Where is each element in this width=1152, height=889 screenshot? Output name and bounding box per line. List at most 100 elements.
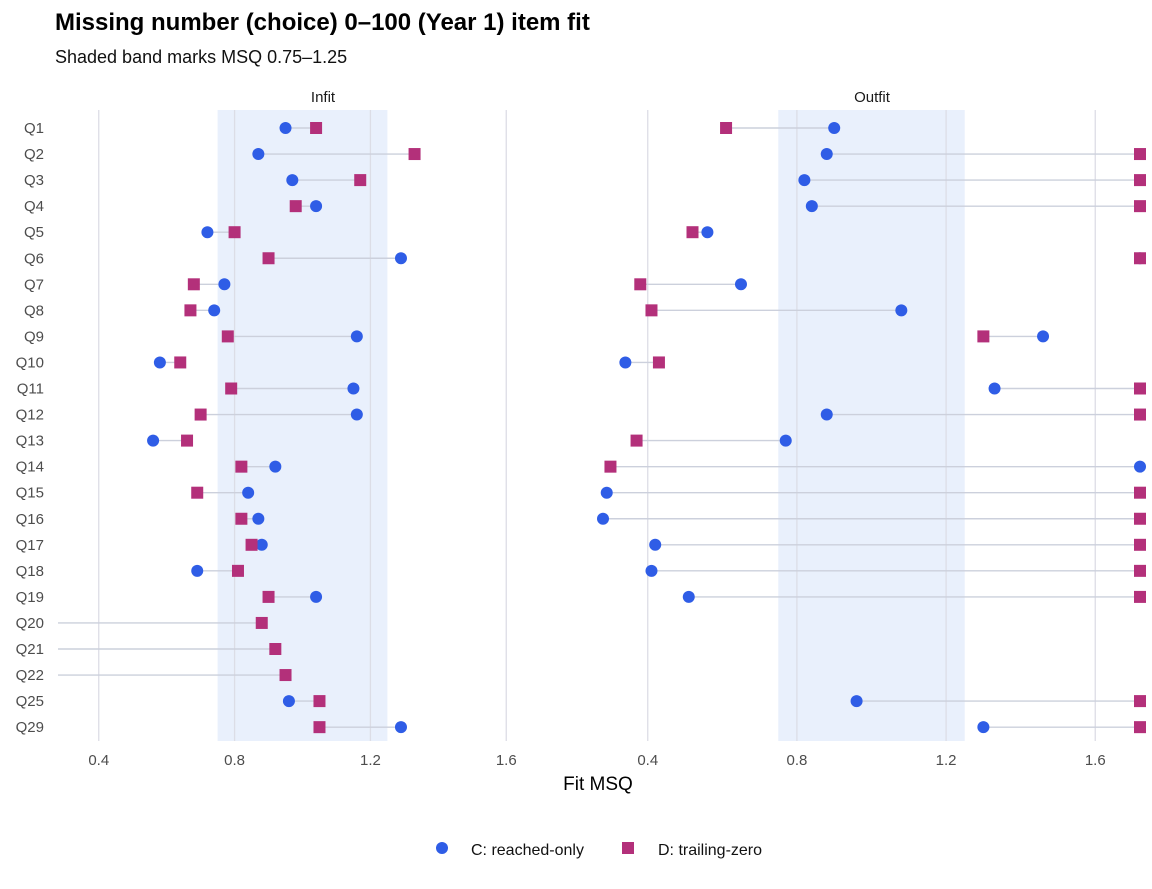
point-reached-only-q6 <box>394 252 407 265</box>
y-tick-label: Q9 <box>24 328 44 345</box>
point-trailing-zero-q11 <box>225 382 238 395</box>
fit-band-outfit <box>778 110 965 741</box>
y-tick-label: Q3 <box>24 172 44 189</box>
y-tick-label: Q8 <box>24 302 44 319</box>
point-trailing-zero-q1 <box>720 122 733 134</box>
x-axis-label: Fit MSQ <box>563 774 633 795</box>
point-reached-only-q17 <box>255 538 268 551</box>
point-trailing-zero-q6 <box>1134 252 1146 265</box>
point-trailing-zero-q18 <box>231 564 244 577</box>
point-trailing-zero-q10 <box>174 356 187 369</box>
point-reached-only-q18 <box>645 564 658 577</box>
point-reached-only-q2 <box>252 148 265 161</box>
point-trailing-zero-q19 <box>1134 590 1146 603</box>
point-reached-only-q17 <box>649 538 662 551</box>
point-trailing-zero-q4 <box>289 200 302 213</box>
point-reached-only-q11 <box>988 382 1001 395</box>
point-reached-only-q11 <box>347 382 360 395</box>
point-trailing-zero-q21 <box>269 643 282 655</box>
point-reached-only-q13 <box>147 434 160 447</box>
point-trailing-zero-q13 <box>630 434 643 447</box>
point-trailing-zero-q8 <box>645 304 658 317</box>
point-trailing-zero-q29 <box>1134 721 1146 734</box>
y-tick-label: Q4 <box>24 198 44 215</box>
point-reached-only-q15 <box>242 486 255 499</box>
y-tick-label: Q16 <box>16 511 44 528</box>
point-trailing-zero-q12 <box>1134 408 1146 421</box>
point-trailing-zero-q5 <box>228 226 241 239</box>
y-tick-label: Q11 <box>17 381 44 398</box>
fit-band-infit <box>217 110 388 741</box>
point-trailing-zero-q5 <box>686 226 699 239</box>
point-trailing-zero-q18 <box>1134 564 1146 577</box>
panel-infit: 0.4 0.8 1.2 1.6 <box>58 110 517 769</box>
point-reached-only-q4 <box>805 200 818 213</box>
point-trailing-zero-q13 <box>181 434 194 447</box>
point-trailing-zero-q11 <box>1134 382 1146 395</box>
point-reached-only-q3 <box>286 174 299 187</box>
x-tick-label: 0.8 <box>786 752 807 769</box>
y-tick-label: Q19 <box>16 589 44 606</box>
panel-outfit: 0.4 0.8 1.2 1.6 <box>597 110 1146 769</box>
point-reached-only-q12 <box>350 408 363 421</box>
point-reached-only-q15 <box>600 486 613 499</box>
chart-title: Missing number (choice) 0–100 (Year 1) i… <box>55 9 590 36</box>
point-reached-only-q29 <box>394 721 407 734</box>
point-trailing-zero-q2 <box>408 148 421 161</box>
point-trailing-zero-q22 <box>279 669 292 682</box>
point-reached-only-q16 <box>252 512 265 525</box>
y-tick-label: Q18 <box>16 563 44 580</box>
point-trailing-zero-q4 <box>1134 200 1146 213</box>
x-tick-label: 1.2 <box>936 752 957 769</box>
y-tick-label: Q17 <box>16 537 44 554</box>
x-tick-label: 1.2 <box>360 752 381 769</box>
point-trailing-zero-q15 <box>191 486 204 499</box>
point-trailing-zero-q9 <box>221 330 234 343</box>
y-tick-label: Q15 <box>16 485 44 502</box>
point-reached-only-q19 <box>682 590 695 603</box>
legend: C: reached-only D: trailing-zero <box>436 842 762 859</box>
x-tick-label: 1.6 <box>1085 752 1106 769</box>
point-trailing-zero-q17 <box>245 538 258 551</box>
point-trailing-zero-q1 <box>310 122 323 134</box>
point-trailing-zero-q3 <box>1134 174 1146 187</box>
point-trailing-zero-q19 <box>262 590 275 603</box>
legend-marker-trailing-zero <box>622 842 634 854</box>
point-trailing-zero-q12 <box>194 408 207 421</box>
point-trailing-zero-q17 <box>1134 538 1146 551</box>
point-reached-only-q18 <box>191 564 204 577</box>
panel-label-infit: Infit <box>311 89 336 106</box>
y-tick-label: Q5 <box>24 224 44 241</box>
point-reached-only-q25 <box>850 695 863 708</box>
point-trailing-zero-q10 <box>652 356 665 369</box>
point-reached-only-q9 <box>1037 330 1050 343</box>
point-trailing-zero-q8 <box>184 304 197 317</box>
point-reached-only-q10 <box>153 356 166 369</box>
y-tick-label: Q14 <box>16 459 44 476</box>
point-trailing-zero-q25 <box>1134 695 1146 708</box>
point-reached-only-q25 <box>282 695 295 708</box>
y-tick-label: Q12 <box>16 407 44 424</box>
point-trailing-zero-q7 <box>187 278 200 291</box>
y-tick-label: Q2 <box>24 146 44 163</box>
point-reached-only-q7 <box>218 278 231 291</box>
point-trailing-zero-q16 <box>1134 512 1146 525</box>
point-trailing-zero-q9 <box>977 330 990 343</box>
point-trailing-zero-q29 <box>313 721 326 734</box>
point-reached-only-q5 <box>201 226 214 239</box>
point-reached-only-q1 <box>279 122 292 134</box>
point-reached-only-q29 <box>977 721 990 734</box>
x-tick-label: 0.8 <box>224 752 245 769</box>
y-tick-label: Q21 <box>16 641 44 658</box>
y-tick-label: Q22 <box>16 667 44 684</box>
point-reached-only-q5 <box>701 226 714 239</box>
x-tick-label: 0.4 <box>88 752 109 769</box>
point-reached-only-q14 <box>1134 460 1146 473</box>
point-trailing-zero-q2 <box>1134 148 1146 161</box>
legend-label-trailing-zero: D: trailing-zero <box>658 842 762 859</box>
legend-label-reached-only: C: reached-only <box>471 842 584 859</box>
point-trailing-zero-q25 <box>313 695 326 708</box>
point-trailing-zero-q14 <box>235 460 248 473</box>
x-tick-label: 1.6 <box>496 752 517 769</box>
